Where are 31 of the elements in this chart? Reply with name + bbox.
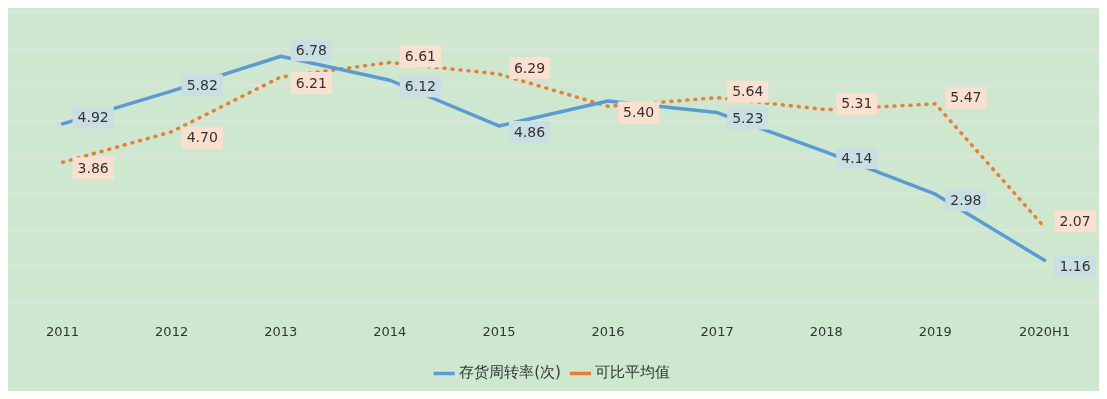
x-tick-label: 2019 — [918, 323, 952, 339]
data-label: 4.14 — [841, 149, 873, 166]
data-label: 6.21 — [295, 74, 327, 91]
x-tick-label: 2020H1 — [1018, 323, 1071, 339]
data-label: 5.23 — [732, 110, 764, 127]
x-tick-label: 2018 — [809, 323, 843, 339]
data-label: 4.92 — [77, 109, 109, 126]
x-tick-label: 2011 — [46, 323, 80, 339]
data-label: 5.31 — [841, 95, 873, 112]
data-label: 5.64 — [732, 83, 764, 100]
x-tick-label: 2015 — [482, 323, 516, 339]
x-tick-label: 2017 — [700, 323, 734, 339]
legend-label: 存货周转率(次) — [459, 363, 561, 382]
data-label: 2.07 — [1059, 212, 1091, 229]
legend-label: 可比平均值 — [595, 363, 671, 382]
x-tick-label: 2014 — [373, 323, 407, 339]
data-label: 6.29 — [513, 59, 546, 76]
data-label: 6.78 — [295, 41, 327, 58]
x-tick-label: 2012 — [155, 323, 189, 339]
data-label: 4.86 — [513, 123, 546, 140]
data-label: 6.12 — [404, 77, 437, 94]
data-label: 6.61 — [404, 48, 437, 65]
data-label: 5.40 — [623, 104, 655, 121]
data-label: 2.98 — [950, 191, 982, 208]
data-label: 1.16 — [1059, 257, 1091, 274]
data-label: 5.82 — [186, 76, 218, 93]
data-label: 4.70 — [186, 129, 218, 146]
x-tick-label: 2016 — [591, 323, 625, 339]
data-label: 5.47 — [950, 89, 982, 106]
data-label: 3.86 — [77, 159, 109, 176]
x-tick-label: 2013 — [264, 323, 298, 339]
